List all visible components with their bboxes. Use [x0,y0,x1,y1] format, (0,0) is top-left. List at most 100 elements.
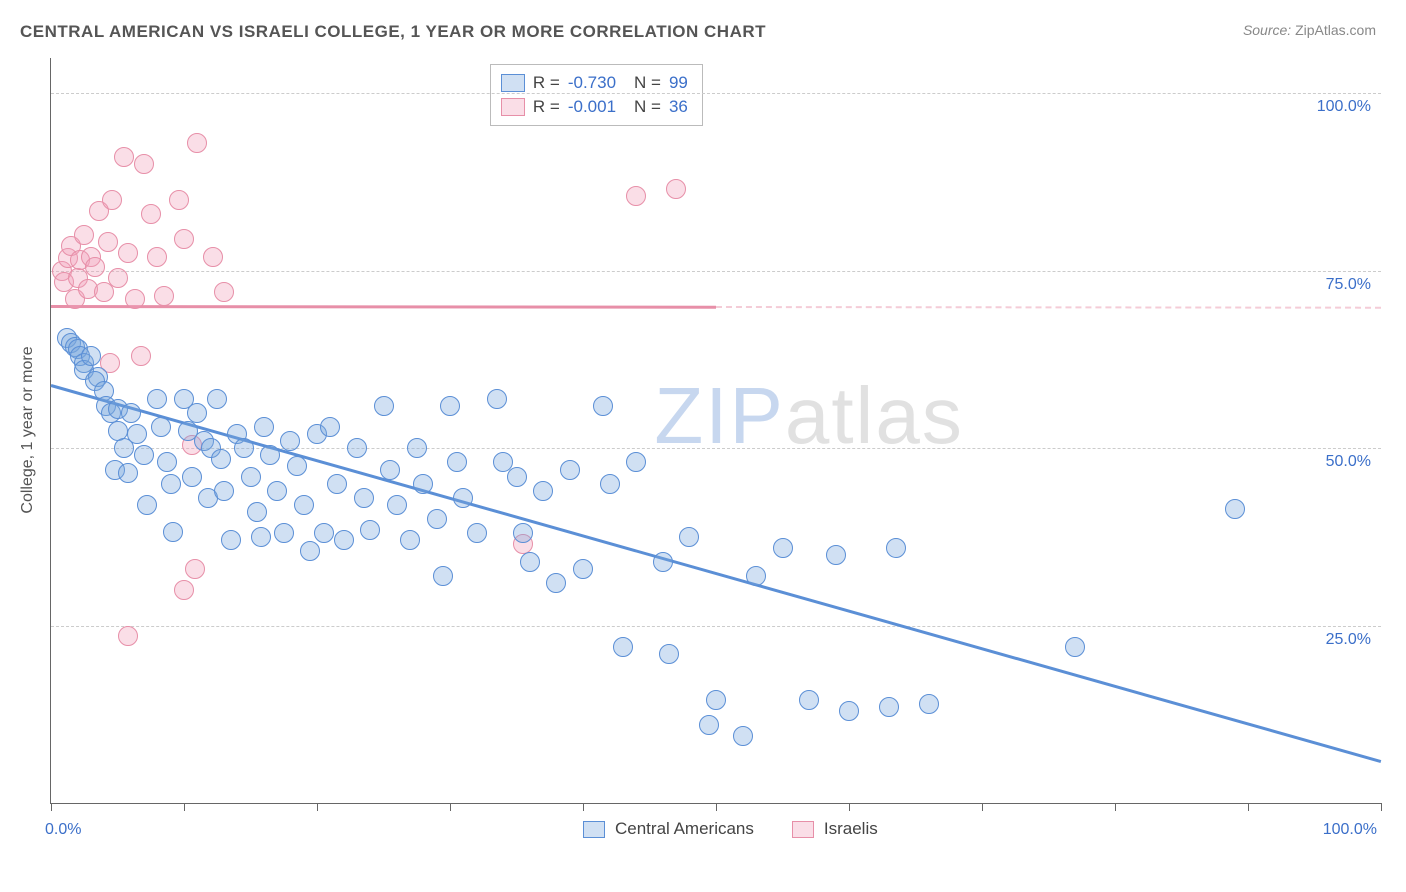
data-point-a [81,346,101,366]
data-point-a [241,467,261,487]
data-point-a [221,530,241,550]
data-point-a [746,566,766,586]
data-point-a [137,495,157,515]
stats-row-b: R = -0.001 N = 36 [501,95,688,119]
data-point-a [839,701,859,721]
gridline-h [51,93,1381,94]
data-point-a [354,488,374,508]
data-point-b [666,179,686,199]
data-point-a [520,552,540,572]
data-point-a [157,452,177,472]
data-point-a [274,523,294,543]
data-point-a [314,523,334,543]
data-point-a [127,424,147,444]
data-point-a [163,522,183,542]
data-point-b [214,282,234,302]
x-tick [317,803,318,811]
data-point-b [187,133,207,153]
data-point-b [203,247,223,267]
x-tick [51,803,52,811]
x-tick [716,803,717,811]
bottom-legend: Central Americans Israelis [583,819,878,839]
data-point-b [174,580,194,600]
swatch-series-a [501,74,525,92]
data-point-a [706,690,726,710]
data-point-b [174,229,194,249]
x-tick [1115,803,1116,811]
x-tick [1248,803,1249,811]
data-point-a [187,403,207,423]
data-point-a [879,697,899,717]
stats-n-b: 36 [669,95,688,119]
data-point-b [169,190,189,210]
data-point-a [147,389,167,409]
x-tick-label: 100.0% [1323,821,1377,839]
plot-area: ZIPatlas R = -0.730 N = 99 R = -0.001 N … [50,58,1381,804]
data-point-b [626,186,646,206]
stats-n-label: N = [634,71,661,95]
y-axis-title: College, 1 year or more [19,346,37,513]
x-tick [849,803,850,811]
legend-label-b: Israelis [824,819,878,839]
data-point-a [546,573,566,593]
stats-n-label: N = [634,95,661,119]
y-tick-label: 100.0% [1317,98,1371,116]
x-tick [982,803,983,811]
data-point-a [919,694,939,714]
data-point-b [154,286,174,306]
data-point-a [407,438,427,458]
data-point-b [85,257,105,277]
data-point-a [360,520,380,540]
data-point-b [98,232,118,252]
data-point-a [211,449,231,469]
data-point-a [799,690,819,710]
data-point-a [387,495,407,515]
data-point-b [118,626,138,646]
data-point-a [413,474,433,494]
data-point-a [327,474,347,494]
data-point-a [613,637,633,657]
data-point-b [118,243,138,263]
data-point-a [886,538,906,558]
data-point-b [185,559,205,579]
data-point-a [826,545,846,565]
data-point-b [141,204,161,224]
swatch-series-a [583,821,605,838]
data-point-a [334,530,354,550]
data-point-b [134,154,154,174]
regression-line-b [51,305,716,309]
data-point-a [467,523,487,543]
stats-r-b: -0.001 [568,95,616,119]
data-point-a [260,445,280,465]
data-point-b [131,346,151,366]
data-point-a [440,396,460,416]
data-point-a [699,715,719,735]
stats-legend-box: R = -0.730 N = 99 R = -0.001 N = 36 [490,64,703,126]
data-point-a [433,566,453,586]
stats-row-a: R = -0.730 N = 99 [501,71,688,95]
stats-n-a: 99 [669,71,688,95]
y-tick-label: 75.0% [1326,276,1371,294]
data-point-a [507,467,527,487]
x-tick-label: 0.0% [45,821,81,839]
data-point-a [453,488,473,508]
swatch-series-b [792,821,814,838]
x-tick [583,803,584,811]
data-point-a [247,502,267,522]
stats-r-a: -0.730 [568,71,616,95]
data-point-a [1065,637,1085,657]
data-point-a [161,474,181,494]
gridline-h [51,271,1381,272]
data-point-a [214,481,234,501]
swatch-series-b [501,98,525,116]
chart-title: CENTRAL AMERICAN VS ISRAELI COLLEGE, 1 Y… [20,22,766,42]
data-point-a [1225,499,1245,519]
data-point-a [182,467,202,487]
data-point-a [659,644,679,664]
data-point-b [74,225,94,245]
data-point-a [300,541,320,561]
data-point-a [251,527,271,547]
x-tick [450,803,451,811]
data-point-a [600,474,620,494]
regression-line-dash-b [716,306,1381,309]
